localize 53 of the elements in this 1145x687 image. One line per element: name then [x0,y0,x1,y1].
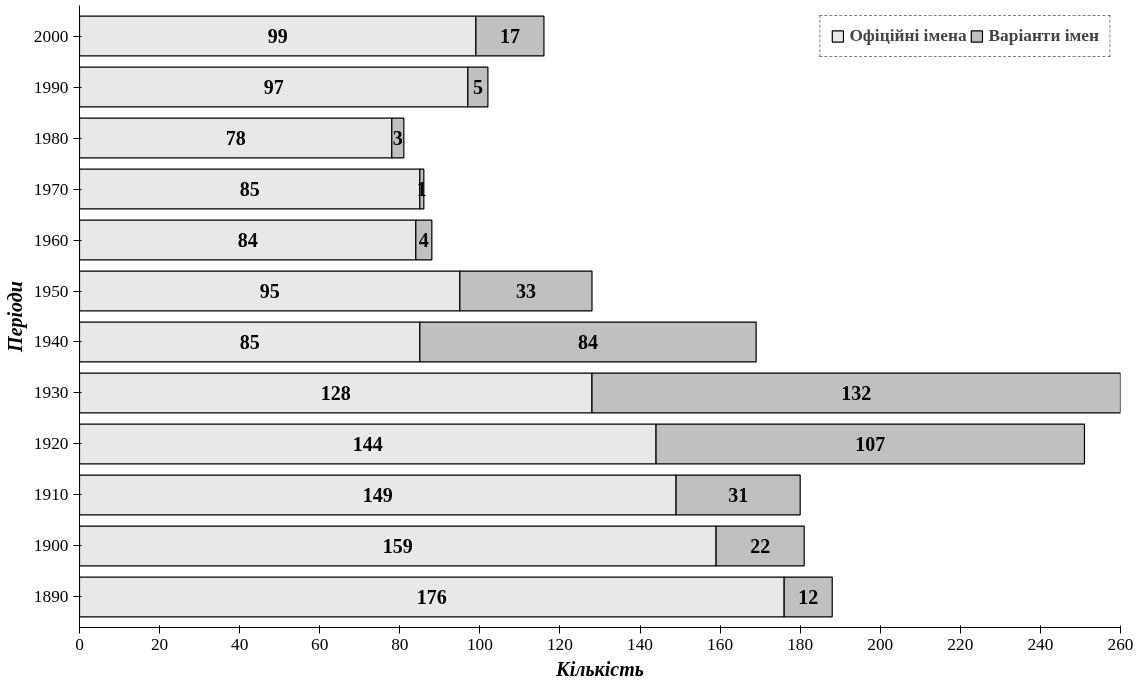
y-tick-label: 1900 [33,536,69,556]
y-tick-label: 1940 [33,332,69,352]
y-axis-title: Періоди [3,281,27,353]
x-tick-label: 80 [391,634,409,654]
data-label: 144 [352,432,383,455]
x-tick-label: 220 [947,634,974,654]
x-axis-title: Кількість [555,657,644,680]
y-tick-label: 1910 [33,485,69,505]
y-tick-label: 1930 [33,383,69,403]
data-label: 33 [515,280,536,303]
y-tick-label: 1960 [33,230,69,250]
data-label: 5 [472,76,483,99]
x-tick-label: 260 [1107,634,1134,654]
data-label: 84 [237,229,258,252]
data-label: 4 [418,229,429,252]
x-tick-label: 120 [546,634,573,654]
y-tick-label: 1980 [33,128,69,148]
data-label: 31 [728,483,749,506]
data-label: 84 [577,330,598,353]
x-tick-label: 240 [1027,634,1054,654]
data-label: 95 [259,280,280,303]
data-label: 99 [267,25,288,48]
data-label: 3 [392,127,403,150]
y-tick-label: 2000 [33,26,69,46]
x-tick-label: 40 [230,634,249,654]
x-tick-label: 20 [150,634,169,654]
y-tick-label: 1990 [33,77,69,97]
data-label: 107 [855,432,886,455]
data-label: 12 [798,585,819,608]
x-tick-label: 60 [311,634,329,654]
data-label: 22 [750,534,771,557]
data-label: 97 [263,76,284,99]
y-tick-label: 1890 [33,587,69,607]
legend-label: Варіанти імен [988,26,1099,46]
y-tick-label: 1950 [33,281,69,301]
y-tick-label: 1920 [33,434,69,454]
data-label: 132 [841,381,872,404]
x-tick-label: 180 [787,634,814,654]
y-tick-label: 1970 [33,179,69,199]
data-label: 78 [225,127,246,150]
data-label: 17 [499,25,520,48]
x-tick-label: 140 [627,634,654,654]
data-label: 176 [416,585,447,608]
data-label: 85 [239,330,260,353]
data-label: 85 [239,178,260,201]
x-tick-label: 0 [75,634,84,654]
legend-label: Офіційні імена [849,26,967,46]
data-label: 128 [320,381,351,404]
data-label: 149 [362,483,393,506]
x-tick-label: 200 [867,634,894,654]
x-tick-label: 160 [707,634,734,654]
x-tick-label: 100 [466,634,493,654]
data-label: 159 [382,534,413,557]
